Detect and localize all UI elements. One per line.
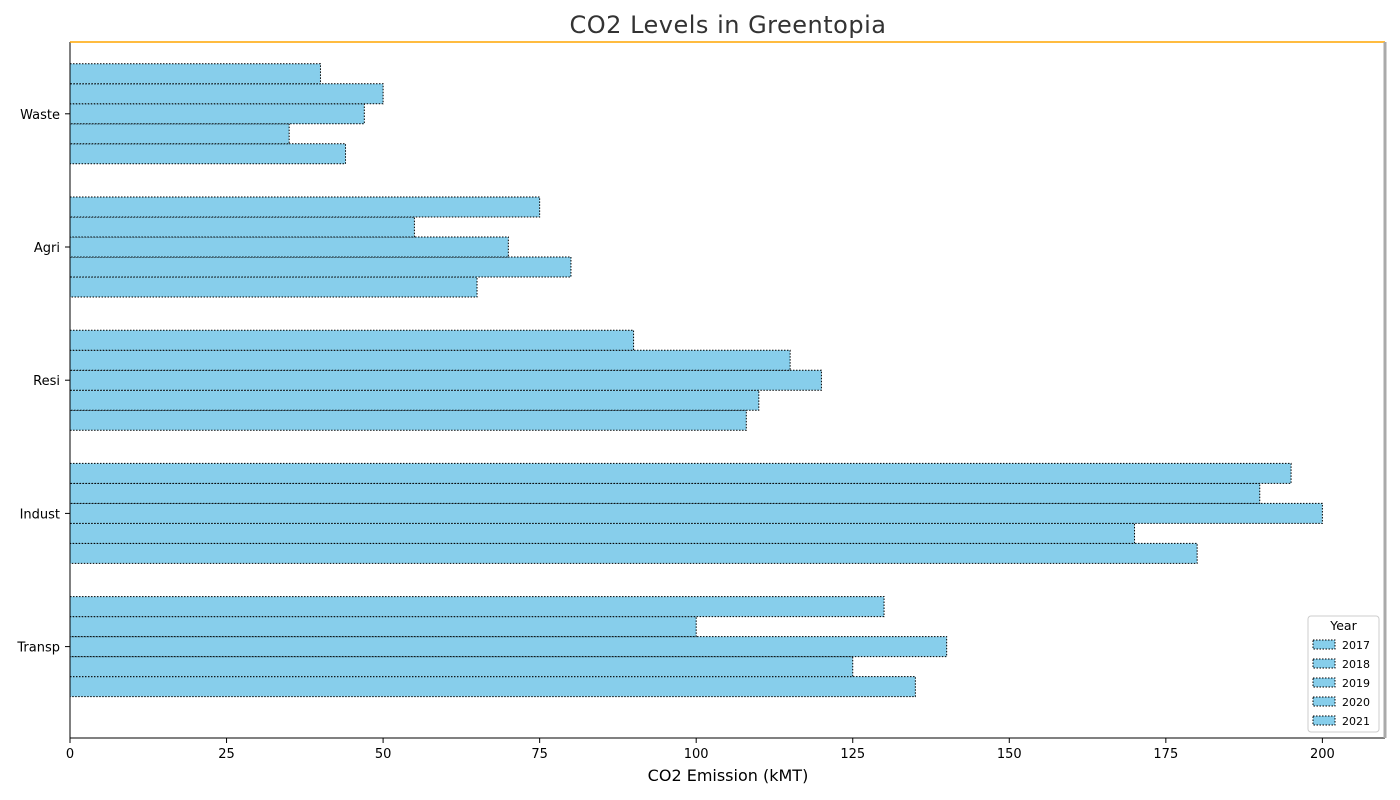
- bars-layer: [69, 63, 1323, 698]
- bar-waste-2018: [69, 123, 290, 145]
- bar-waste-2020: [69, 83, 384, 105]
- bar-indust-2017: [69, 542, 1198, 564]
- bar-agri-2018: [69, 256, 572, 278]
- y-tick-label-resi: Resi: [33, 374, 60, 389]
- bar-waste-2017: [69, 143, 347, 165]
- legend-title: Year: [1329, 618, 1357, 633]
- bar-resi-2020: [69, 349, 791, 371]
- legend-swatch-2021: [1312, 715, 1336, 726]
- legend-swatch-2017: [1312, 639, 1336, 650]
- bar-transp-2019: [69, 636, 948, 658]
- x-tick-label-25: 25: [218, 747, 235, 762]
- bar-transp-2020: [69, 616, 697, 638]
- x-tick-label-75: 75: [531, 747, 548, 762]
- bar-transp-2018: [69, 656, 854, 678]
- bar-resi-2018: [69, 389, 760, 411]
- x-tick-label-100: 100: [684, 747, 709, 762]
- bar-indust-2020: [69, 482, 1261, 504]
- legend-label-2017: 2017: [1342, 639, 1370, 652]
- x-tick-label-200: 200: [1310, 747, 1335, 762]
- bar-indust-2018: [69, 522, 1136, 544]
- bar-waste-2019: [69, 103, 365, 125]
- bar-transp-2017: [69, 676, 916, 698]
- legend-label-2021: 2021: [1342, 715, 1370, 728]
- legend-swatch-2018: [1312, 658, 1336, 669]
- chart-title: CO2 Levels in Greentopia: [570, 11, 887, 39]
- x-tick-label-125: 125: [840, 747, 865, 762]
- legend: Year 2017 2018 2019 2020 2021: [1307, 615, 1380, 733]
- bar-agri-2019: [69, 236, 509, 258]
- legend-swatch-2019: [1312, 677, 1336, 688]
- legend-label-2020: 2020: [1342, 696, 1370, 709]
- bar-agri-2017: [69, 276, 478, 298]
- y-tick-label-transp: Transp: [16, 641, 60, 656]
- y-tick-label-indust: Indust: [20, 507, 60, 522]
- x-tick-label-50: 50: [375, 747, 392, 762]
- x-tick-label-150: 150: [997, 747, 1022, 762]
- bar-resi-2019: [69, 369, 822, 391]
- x-tick-label-0: 0: [66, 747, 74, 762]
- bar-transp-2021: [69, 596, 885, 618]
- bar-agri-2021: [69, 196, 541, 218]
- bar-indust-2019: [69, 502, 1323, 524]
- legend-label-2019: 2019: [1342, 677, 1370, 690]
- y-tick-label-waste: Waste: [20, 108, 60, 123]
- legend-label-2018: 2018: [1342, 658, 1370, 671]
- bar-resi-2021: [69, 329, 635, 351]
- x-tick-label-175: 175: [1153, 747, 1178, 762]
- legend-swatch-2020: [1312, 696, 1336, 707]
- bar-waste-2021: [69, 63, 321, 85]
- bar-resi-2017: [69, 409, 747, 431]
- bar-agri-2020: [69, 216, 415, 238]
- bar-indust-2021: [69, 462, 1292, 484]
- y-tick-label-agri: Agri: [34, 241, 60, 256]
- x-axis-label: CO2 Emission (kMT): [648, 766, 809, 785]
- ticks-layer: 0 25 50 75 100 125 150 175 200 Transp Indust Resi Ag…: [16, 108, 1334, 762]
